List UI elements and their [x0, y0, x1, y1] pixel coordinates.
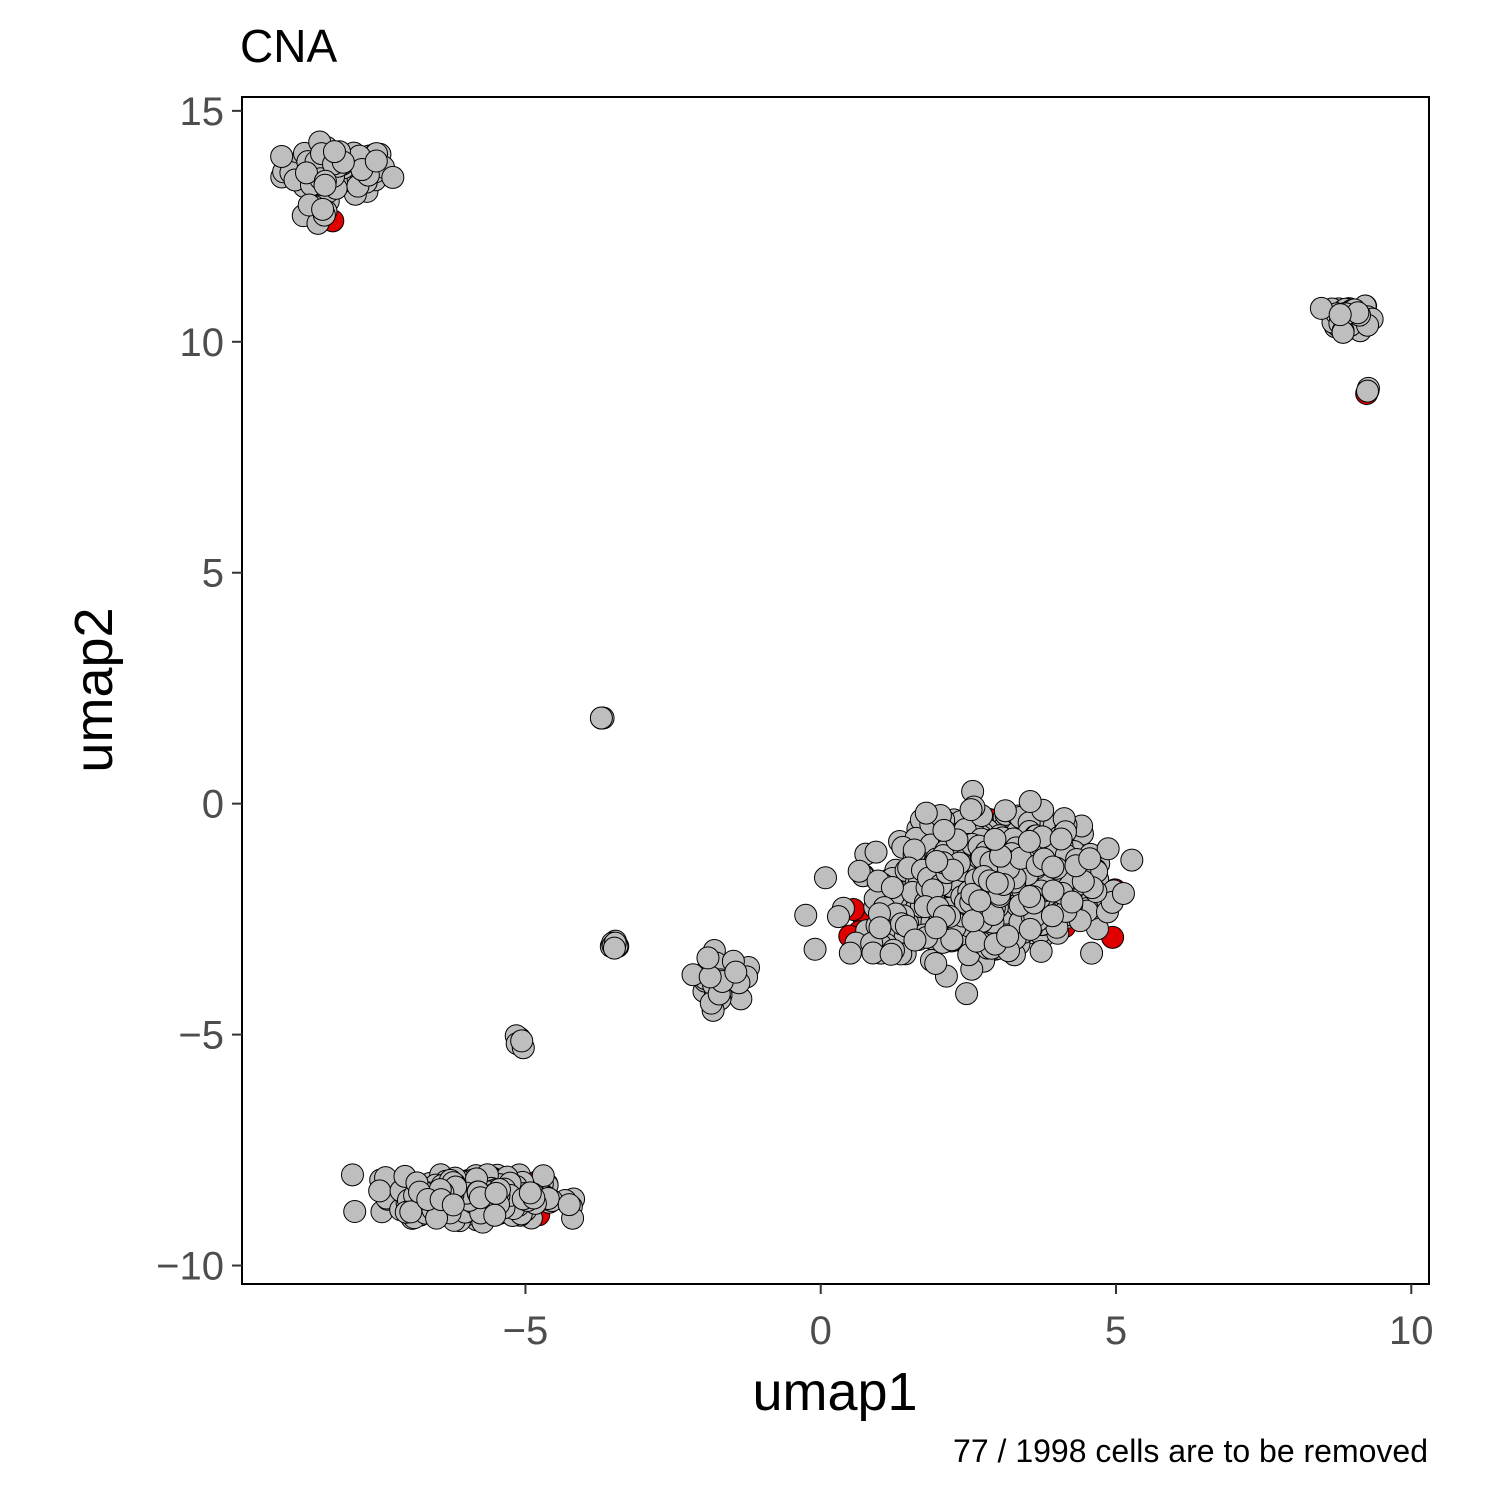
kept-cell-point [441, 1193, 465, 1217]
kept-cell-point [1041, 855, 1065, 879]
kept-cell-point [959, 798, 983, 822]
kept-cell-point [925, 849, 949, 873]
x-tick-label: −5 [503, 1309, 549, 1353]
kept-cell-point [1029, 939, 1053, 963]
kept-cell-point [1018, 790, 1042, 814]
kept-cell-point [399, 1200, 423, 1224]
kept-cell-point [940, 928, 964, 952]
kept-cell-point [381, 165, 405, 189]
kept-cell-point [510, 1029, 534, 1053]
kept-cell-point [1040, 904, 1064, 928]
kept-cell-point [311, 197, 335, 221]
x-tick-label: 5 [1105, 1309, 1127, 1353]
kept-cell-point [364, 149, 388, 173]
kept-cell-point [847, 859, 871, 883]
kept-cell-point [880, 875, 904, 899]
kept-cell-point [294, 161, 318, 185]
kept-cell-point [1017, 829, 1041, 853]
kept-cell-point [368, 1179, 392, 1203]
x-tick-label: 0 [810, 1309, 832, 1353]
y-tick-label: −5 [178, 1014, 224, 1058]
kept-cell-point [803, 937, 827, 961]
kept-cell-point [903, 928, 927, 952]
y-tick-label: 0 [202, 783, 224, 827]
kept-cell-point [1018, 917, 1042, 941]
kept-cell-point [602, 936, 626, 960]
kept-cell-point [1096, 837, 1120, 861]
y-tick-label: 10 [180, 321, 225, 365]
kept-cell-point [589, 706, 613, 730]
kept-cell-point [838, 941, 862, 965]
kept-cell-point [879, 942, 903, 966]
point-layer [270, 130, 1384, 1234]
y-axis-ticks: −10 −5 0 5 10 15 [156, 90, 242, 1289]
panel-border [241, 96, 1430, 1285]
kept-cell-point [1018, 885, 1042, 909]
x-axis-title: umap1 [752, 1362, 917, 1422]
kept-cell-point [826, 905, 850, 929]
y-tick-label: −10 [156, 1245, 224, 1289]
kept-cell-point [924, 951, 948, 975]
kept-cell-point [343, 1200, 367, 1224]
kept-cell-point [724, 960, 748, 984]
y-tick-label: 15 [180, 90, 225, 134]
kept-cell-point [1041, 879, 1065, 903]
kept-cell-point [914, 801, 938, 825]
kept-cell-point [813, 866, 837, 890]
kept-cell-point [322, 140, 346, 164]
kept-cell-point [864, 840, 888, 864]
kept-cell-point [961, 909, 985, 933]
kept-cell-point [1328, 303, 1352, 327]
kept-cell-point [313, 173, 337, 197]
kept-cell-point [1080, 941, 1104, 965]
kept-cell-point [794, 903, 818, 927]
kept-cell-point [1078, 847, 1102, 871]
chart-title: CNA [240, 20, 337, 72]
kept-cell-point [993, 799, 1017, 823]
kept-cell-point [484, 1181, 508, 1205]
kept-cell-point [1049, 827, 1073, 851]
kept-cell-point [955, 982, 979, 1006]
kept-cell-point [696, 946, 720, 970]
y-axis-title: umap2 [64, 607, 124, 772]
kept-cell-point [983, 827, 1007, 851]
kept-cell-point [518, 1181, 542, 1205]
kept-cell-point [932, 818, 956, 842]
kept-cell-point [340, 1163, 364, 1187]
kept-cell-point [1120, 848, 1144, 872]
kept-cell-point [868, 916, 892, 940]
kept-cell-point [924, 916, 948, 940]
kept-cell-point [1111, 881, 1135, 905]
y-tick-label: 5 [202, 552, 224, 596]
kept-cell-point [985, 871, 1009, 895]
kept-cell-point [1356, 379, 1380, 403]
kept-cell-point [698, 965, 722, 989]
kept-cell-point [270, 144, 294, 168]
x-tick-label: 10 [1389, 1309, 1434, 1353]
kept-cell-point [996, 924, 1020, 948]
chart-caption: 77 / 1998 cells are to be removed [953, 1433, 1428, 1469]
kept-cell-point [557, 1193, 581, 1217]
kept-cell-point [968, 889, 992, 913]
kept-cell-point [1060, 890, 1084, 914]
kept-cell-point [483, 1203, 507, 1227]
x-axis-ticks: −5 0 5 10 [503, 1284, 1434, 1353]
